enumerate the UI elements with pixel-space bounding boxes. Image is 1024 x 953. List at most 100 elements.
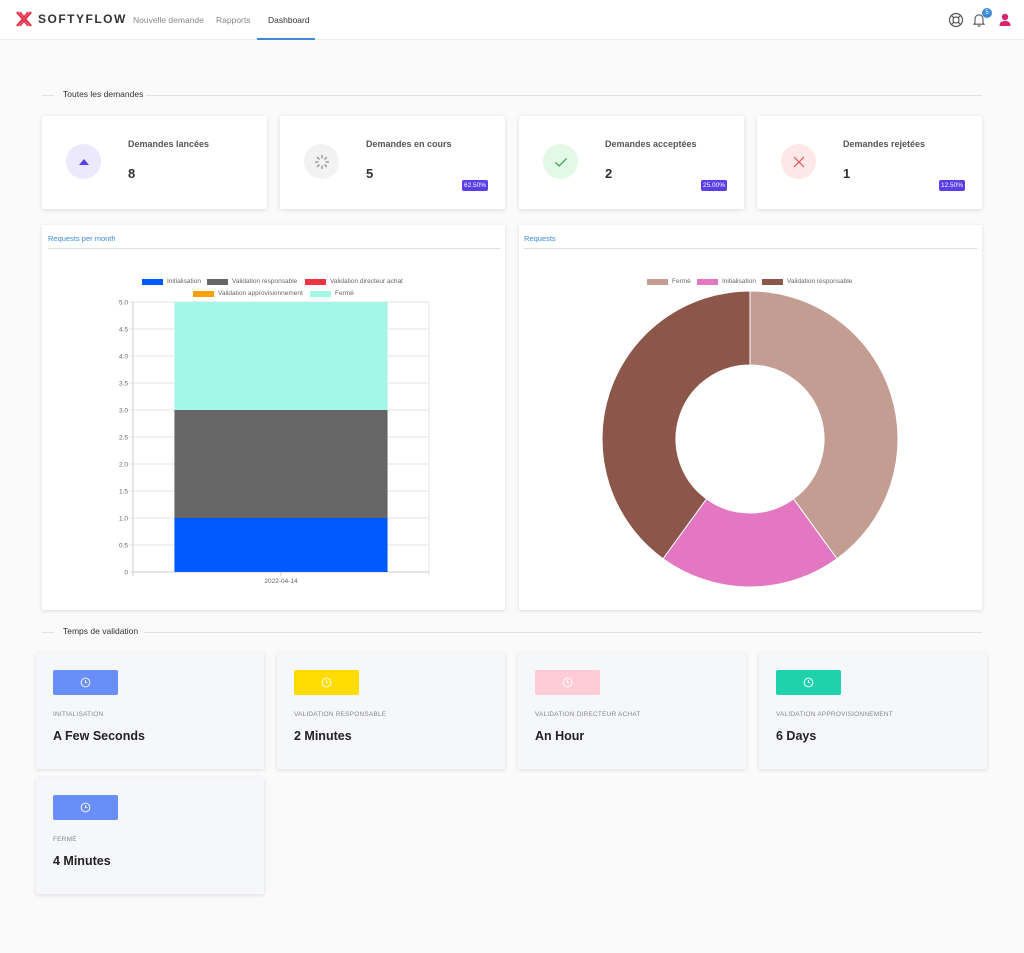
legend-item[interactable]: Fermé (310, 290, 354, 297)
validation-chip (535, 670, 600, 695)
clock-icon (80, 677, 91, 688)
stat-label: Demandes rejetées (843, 139, 926, 149)
legend-item[interactable]: Validation responsable (207, 278, 297, 285)
legend-label: Validation responsable (232, 278, 298, 285)
stat-card-launched: Demandes lancées 8 (42, 116, 267, 209)
legend-swatch (305, 278, 326, 285)
requests-per-month-panel: Requests per month Initialisation Validat… (42, 225, 505, 610)
clock-icon (80, 802, 91, 813)
legend-label: Fermé (672, 278, 691, 285)
legend-swatch (697, 278, 718, 285)
legend-item[interactable]: Validation approvisionnement (193, 290, 303, 297)
softyflow-logo-icon (16, 11, 32, 27)
legend-item[interactable]: Initialisation (142, 278, 201, 285)
validation-chip (53, 795, 118, 820)
stat-label: Demandes lancées (128, 139, 210, 149)
legend-item[interactable]: Validation directeur achat (305, 278, 403, 285)
donut-slice[interactable] (662, 498, 838, 588)
brand[interactable]: SOFTYFLOW (16, 11, 127, 27)
legend-swatch (193, 290, 214, 297)
donut-slice[interactable] (749, 290, 899, 560)
divider (146, 95, 982, 96)
stat-icon-wrapper (304, 144, 339, 179)
divider (42, 632, 54, 633)
stat-card-in-progress: Demandes en cours 5 62.50% (280, 116, 505, 209)
nav-link-nouvelle-demande[interactable]: Nouvelle demande (133, 15, 204, 25)
y-tick-label: 1.0 (119, 516, 128, 523)
stat-percentage-badge: 62.50% (461, 180, 488, 191)
stat-percentage-badge: 25.00% (700, 180, 727, 191)
validation-card: VALIDATION RESPONSABLE 2 Minutes (277, 653, 505, 769)
legend-swatch (647, 278, 668, 285)
legend-label: Initialisation (167, 278, 201, 285)
validation-step-label: FERMÉ (53, 836, 77, 843)
user-profile-icon[interactable] (997, 12, 1013, 28)
legend-swatch (207, 278, 228, 285)
section-title-text: Temps de validation (63, 626, 139, 636)
legend-item[interactable]: Fermé (647, 278, 691, 285)
stat-icon-wrapper (66, 144, 101, 179)
legend-label: Fermé (335, 290, 354, 297)
validation-step-label: VALIDATION DIRECTEUR ACHAT (535, 711, 641, 718)
stat-card-accepted: Demandes acceptées 2 25.00% (519, 116, 744, 209)
validation-duration: An Hour (535, 729, 585, 743)
section-title-validation: Temps de validation (42, 626, 982, 638)
donut-slice[interactable] (601, 290, 751, 560)
bar-segment[interactable] (174, 302, 388, 410)
notification-count-badge: 5 (982, 8, 992, 18)
legend-swatch (762, 278, 783, 285)
y-tick-label: 0 (124, 570, 128, 577)
spinner-icon (314, 154, 329, 169)
tab-divider (48, 248, 500, 249)
bar-segment[interactable] (174, 518, 388, 572)
bell-icon[interactable] (971, 12, 987, 28)
legend-label: Validation responsable (787, 278, 853, 285)
validation-chip (53, 670, 118, 695)
divider (144, 632, 982, 633)
stat-label: Demandes en cours (366, 139, 452, 149)
stat-value: 5 (366, 166, 374, 181)
nav-link-rapports[interactable]: Rapports (216, 15, 251, 25)
clock-icon (321, 677, 332, 688)
stat-icon-wrapper (543, 144, 578, 179)
bar-segment[interactable] (174, 410, 388, 518)
legend-label: Validation directeur achat (330, 278, 403, 285)
stat-percentage-badge: 12.50% (938, 180, 965, 191)
legend-label: Initialisation (722, 278, 756, 285)
triangle-up-icon (78, 158, 89, 165)
validation-chip (776, 670, 841, 695)
y-tick-label: 2.0 (119, 462, 128, 469)
legend-item[interactable]: Initialisation (697, 278, 756, 285)
requests-panel: Requests Fermé Initialisation Validation r… (519, 225, 982, 610)
legend-item[interactable]: Validation responsable (762, 278, 852, 285)
section-title-text: Toutes les demandes (63, 89, 144, 99)
y-tick-label: 3.0 (119, 408, 128, 415)
legend-label: Validation approvisionnement (218, 290, 303, 297)
y-tick-label: 0.5 (119, 543, 128, 550)
x-tick-label: 2022-04-14 (264, 578, 298, 585)
help-lifebuoy-icon[interactable] (948, 12, 964, 28)
validation-duration: A Few Seconds (53, 729, 145, 743)
brand-name: SOFTYFLOW (38, 12, 127, 26)
bar-chart: 0 0.5 1.0 1.5 2.0 2.5 3.0 3.5 4.0 4.5 5.0 2022-04-1… (119, 300, 430, 585)
y-tick-label: 1.5 (119, 489, 128, 496)
validation-step-label: VALIDATION APPROVISIONNEMENT (776, 711, 893, 718)
tab-divider (524, 248, 977, 249)
stat-icon-wrapper (781, 144, 816, 179)
stat-card-rejected: Demandes rejetées 1 12.50% (757, 116, 982, 209)
validation-card: FERMÉ 4 Minutes (36, 778, 264, 894)
validation-step-label: INITIALISATION (53, 711, 104, 718)
check-icon (554, 157, 567, 167)
divider (42, 95, 54, 96)
close-icon (793, 156, 804, 167)
y-tick-label: 2.5 (119, 435, 128, 442)
stat-value: 1 (843, 166, 851, 181)
y-tick-label: 4.0 (119, 354, 128, 361)
stat-value: 2 (605, 166, 613, 181)
validation-card: VALIDATION DIRECTEUR ACHAT An Hour (518, 653, 746, 769)
clock-icon (562, 677, 573, 688)
validation-step-label: VALIDATION RESPONSABLE (294, 711, 387, 718)
section-title-requests: Toutes les demandes (42, 89, 982, 101)
validation-duration: 6 Days (776, 729, 817, 743)
nav-link-dashboard[interactable]: Dashboard (268, 15, 310, 25)
